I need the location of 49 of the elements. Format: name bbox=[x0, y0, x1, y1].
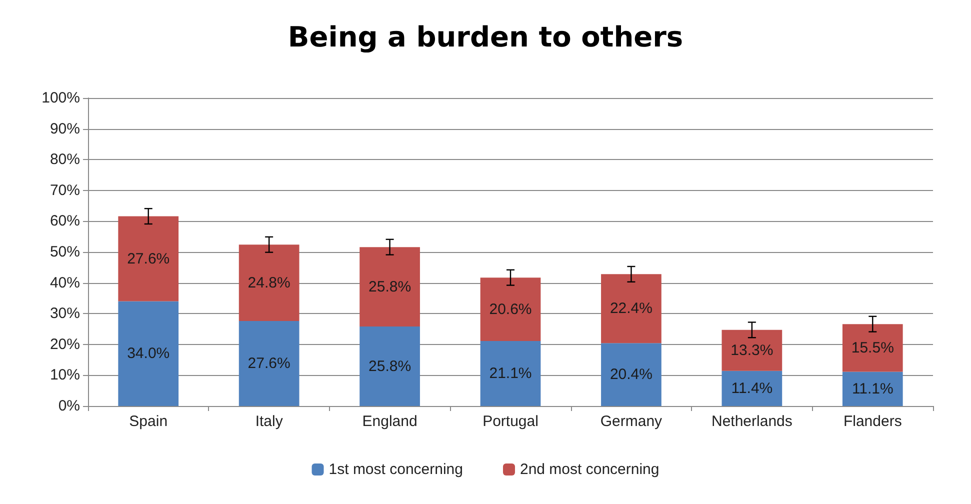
bar bbox=[722, 370, 782, 406]
y-tick-label: 20% bbox=[50, 336, 80, 353]
bar bbox=[842, 324, 903, 372]
bar bbox=[238, 320, 300, 406]
data-label: 20.4% bbox=[610, 366, 652, 384]
x-tick-label: Germany bbox=[600, 413, 663, 430]
x-tick-label: Netherlands bbox=[711, 413, 792, 430]
legend-label: 2nd most concerning bbox=[520, 461, 660, 478]
data-label: 22.4% bbox=[610, 300, 652, 318]
bar bbox=[118, 301, 179, 406]
data-label: 27.6% bbox=[248, 354, 290, 372]
bar bbox=[601, 274, 662, 344]
y-tick-label: 100% bbox=[42, 90, 80, 106]
bar bbox=[360, 326, 420, 406]
y-tick-label: 40% bbox=[50, 274, 80, 292]
data-label: 20.6% bbox=[489, 300, 532, 318]
bar bbox=[842, 372, 903, 406]
x-tick-label: England bbox=[362, 413, 418, 430]
data-label: 34.0% bbox=[127, 345, 170, 362]
x-tick-label: Spain bbox=[129, 413, 168, 430]
data-label: 25.8% bbox=[368, 278, 412, 296]
data-label: 25.8% bbox=[368, 358, 412, 375]
data-label: 24.8% bbox=[248, 274, 290, 292]
bar bbox=[238, 244, 300, 321]
y-tick-label: 50% bbox=[50, 244, 80, 260]
chart-title: Being a burden to others bbox=[288, 20, 684, 54]
bar bbox=[480, 278, 541, 342]
y-tick-label: 10% bbox=[50, 366, 80, 384]
y-tick-label: 30% bbox=[50, 305, 80, 322]
x-tick-label: Flanders bbox=[843, 413, 902, 430]
bar bbox=[118, 216, 179, 302]
y-tick-label: 90% bbox=[50, 120, 80, 138]
y-tick-label: 60% bbox=[50, 212, 80, 230]
bar bbox=[480, 341, 541, 406]
data-label: 27.6% bbox=[127, 250, 170, 268]
data-label: 13.3% bbox=[730, 342, 774, 359]
bar bbox=[601, 343, 662, 406]
y-tick-label: 80% bbox=[50, 151, 80, 168]
y-tick-label: 0% bbox=[58, 398, 80, 414]
bar bbox=[722, 330, 782, 371]
bar bbox=[360, 247, 420, 327]
data-label: 11.1% bbox=[852, 380, 894, 398]
x-tick-label: Portugal bbox=[482, 413, 538, 430]
x-tick-label: Italy bbox=[255, 413, 284, 430]
data-label: 21.1% bbox=[489, 365, 532, 382]
data-label: 15.5% bbox=[851, 339, 894, 356]
legend-label: 1st most concerning bbox=[328, 461, 463, 478]
data-label: 11.4% bbox=[731, 380, 773, 397]
y-tick-label: 70% bbox=[50, 182, 80, 199]
